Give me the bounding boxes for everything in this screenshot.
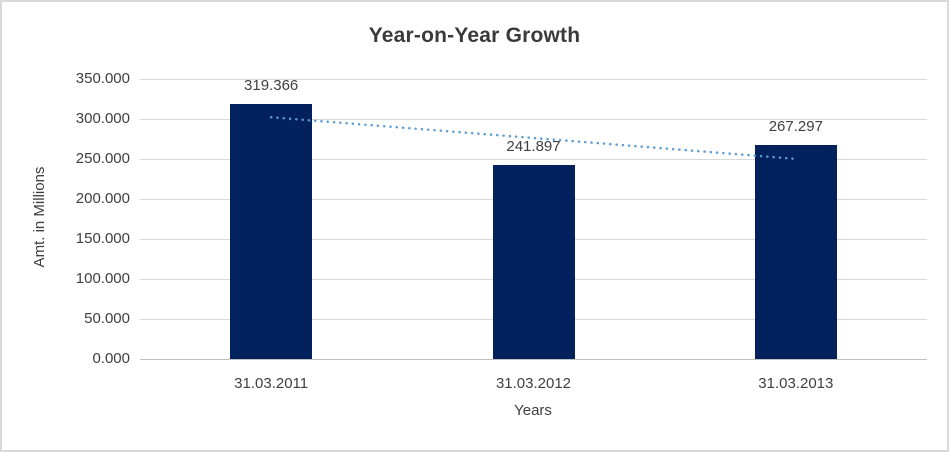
x-axis-title: Years [514, 402, 552, 419]
bar-value-label: 241.897 [506, 138, 561, 156]
y-tick-label: 0.000 [92, 350, 130, 367]
x-tick-label: 31.03.2011 [234, 375, 309, 392]
bar-value-label: 267.297 [768, 118, 823, 136]
y-tick-label: 350.000 [75, 70, 130, 87]
y-tick-label: 250.000 [75, 150, 130, 167]
y-tick-label: 300.000 [75, 110, 130, 127]
y-tick-label: 100.000 [75, 270, 130, 287]
bar [230, 103, 313, 359]
gridline [140, 78, 927, 80]
chart-title: Year-on-Year Growth [368, 24, 581, 47]
y-tick-label: 50.000 [84, 310, 130, 327]
y-tick-label: 150.000 [75, 230, 130, 247]
bar [492, 165, 575, 359]
x-tick-label: 31.03.2012 [495, 375, 572, 392]
bar-value-label: 319.366 [244, 76, 299, 94]
y-tick-label: 200.000 [75, 190, 130, 207]
x-axis-line [140, 358, 927, 360]
bar [754, 145, 837, 359]
x-tick-label: 31.03.2013 [758, 375, 834, 392]
